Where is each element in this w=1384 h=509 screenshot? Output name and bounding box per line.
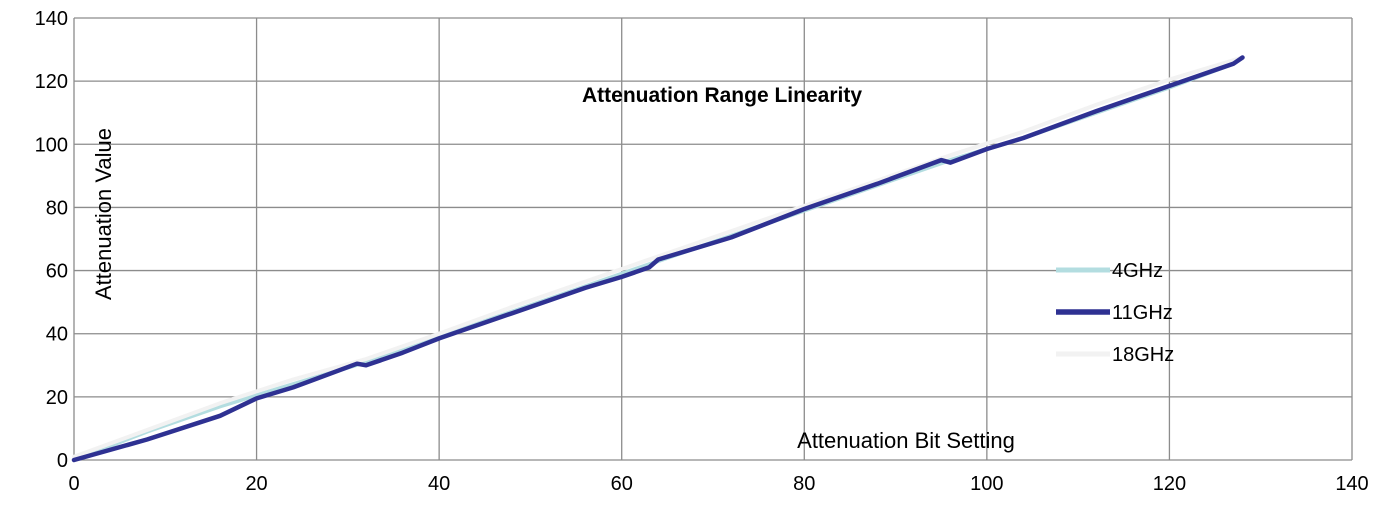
y-tick-label: 40: [46, 324, 68, 346]
x-tick-label: 60: [611, 473, 633, 495]
series-line-11GHz: [71, 55, 1245, 463]
y-tick-label: 20: [46, 387, 68, 409]
x-tick-label: 100: [970, 473, 1003, 495]
chart-title: Attenuation Range Linearity: [582, 84, 862, 107]
y-tick-label: 100: [35, 134, 68, 156]
legend-label-18GHz: 18GHz: [1112, 344, 1174, 366]
x-tick-label: 140: [1335, 473, 1368, 495]
y-tick-label: 80: [46, 197, 68, 219]
tick-labels: 0 20 40 60 80 100 120 140 0 20 40 60 80 100 120 140: [35, 8, 1369, 495]
x-tick-label: 80: [793, 473, 815, 495]
legend-label-4GHz: 4GHz: [1112, 260, 1163, 282]
x-tick-label: 40: [428, 473, 450, 495]
x-tick-label: 120: [1153, 473, 1186, 495]
series-lines: [71, 55, 1245, 463]
series-line-18GHz: [72, 55, 1245, 459]
y-tick-label: 60: [46, 261, 68, 283]
grid-lines: [73, 17, 1353, 461]
x-tick-label: 20: [245, 473, 267, 495]
x-axis-title: Attenuation Bit Setting: [797, 428, 1015, 453]
y-tick-label: 120: [35, 71, 68, 93]
legend: 4GHz 11GHz 18GHz: [1056, 260, 1174, 366]
y-tick-label: 140: [35, 8, 68, 30]
legend-label-11GHz: 11GHz: [1112, 302, 1173, 324]
x-tick-label: 0: [68, 473, 79, 495]
y-tick-label: 0: [57, 450, 68, 472]
y-axis-title: Attenuation Value: [91, 128, 116, 300]
